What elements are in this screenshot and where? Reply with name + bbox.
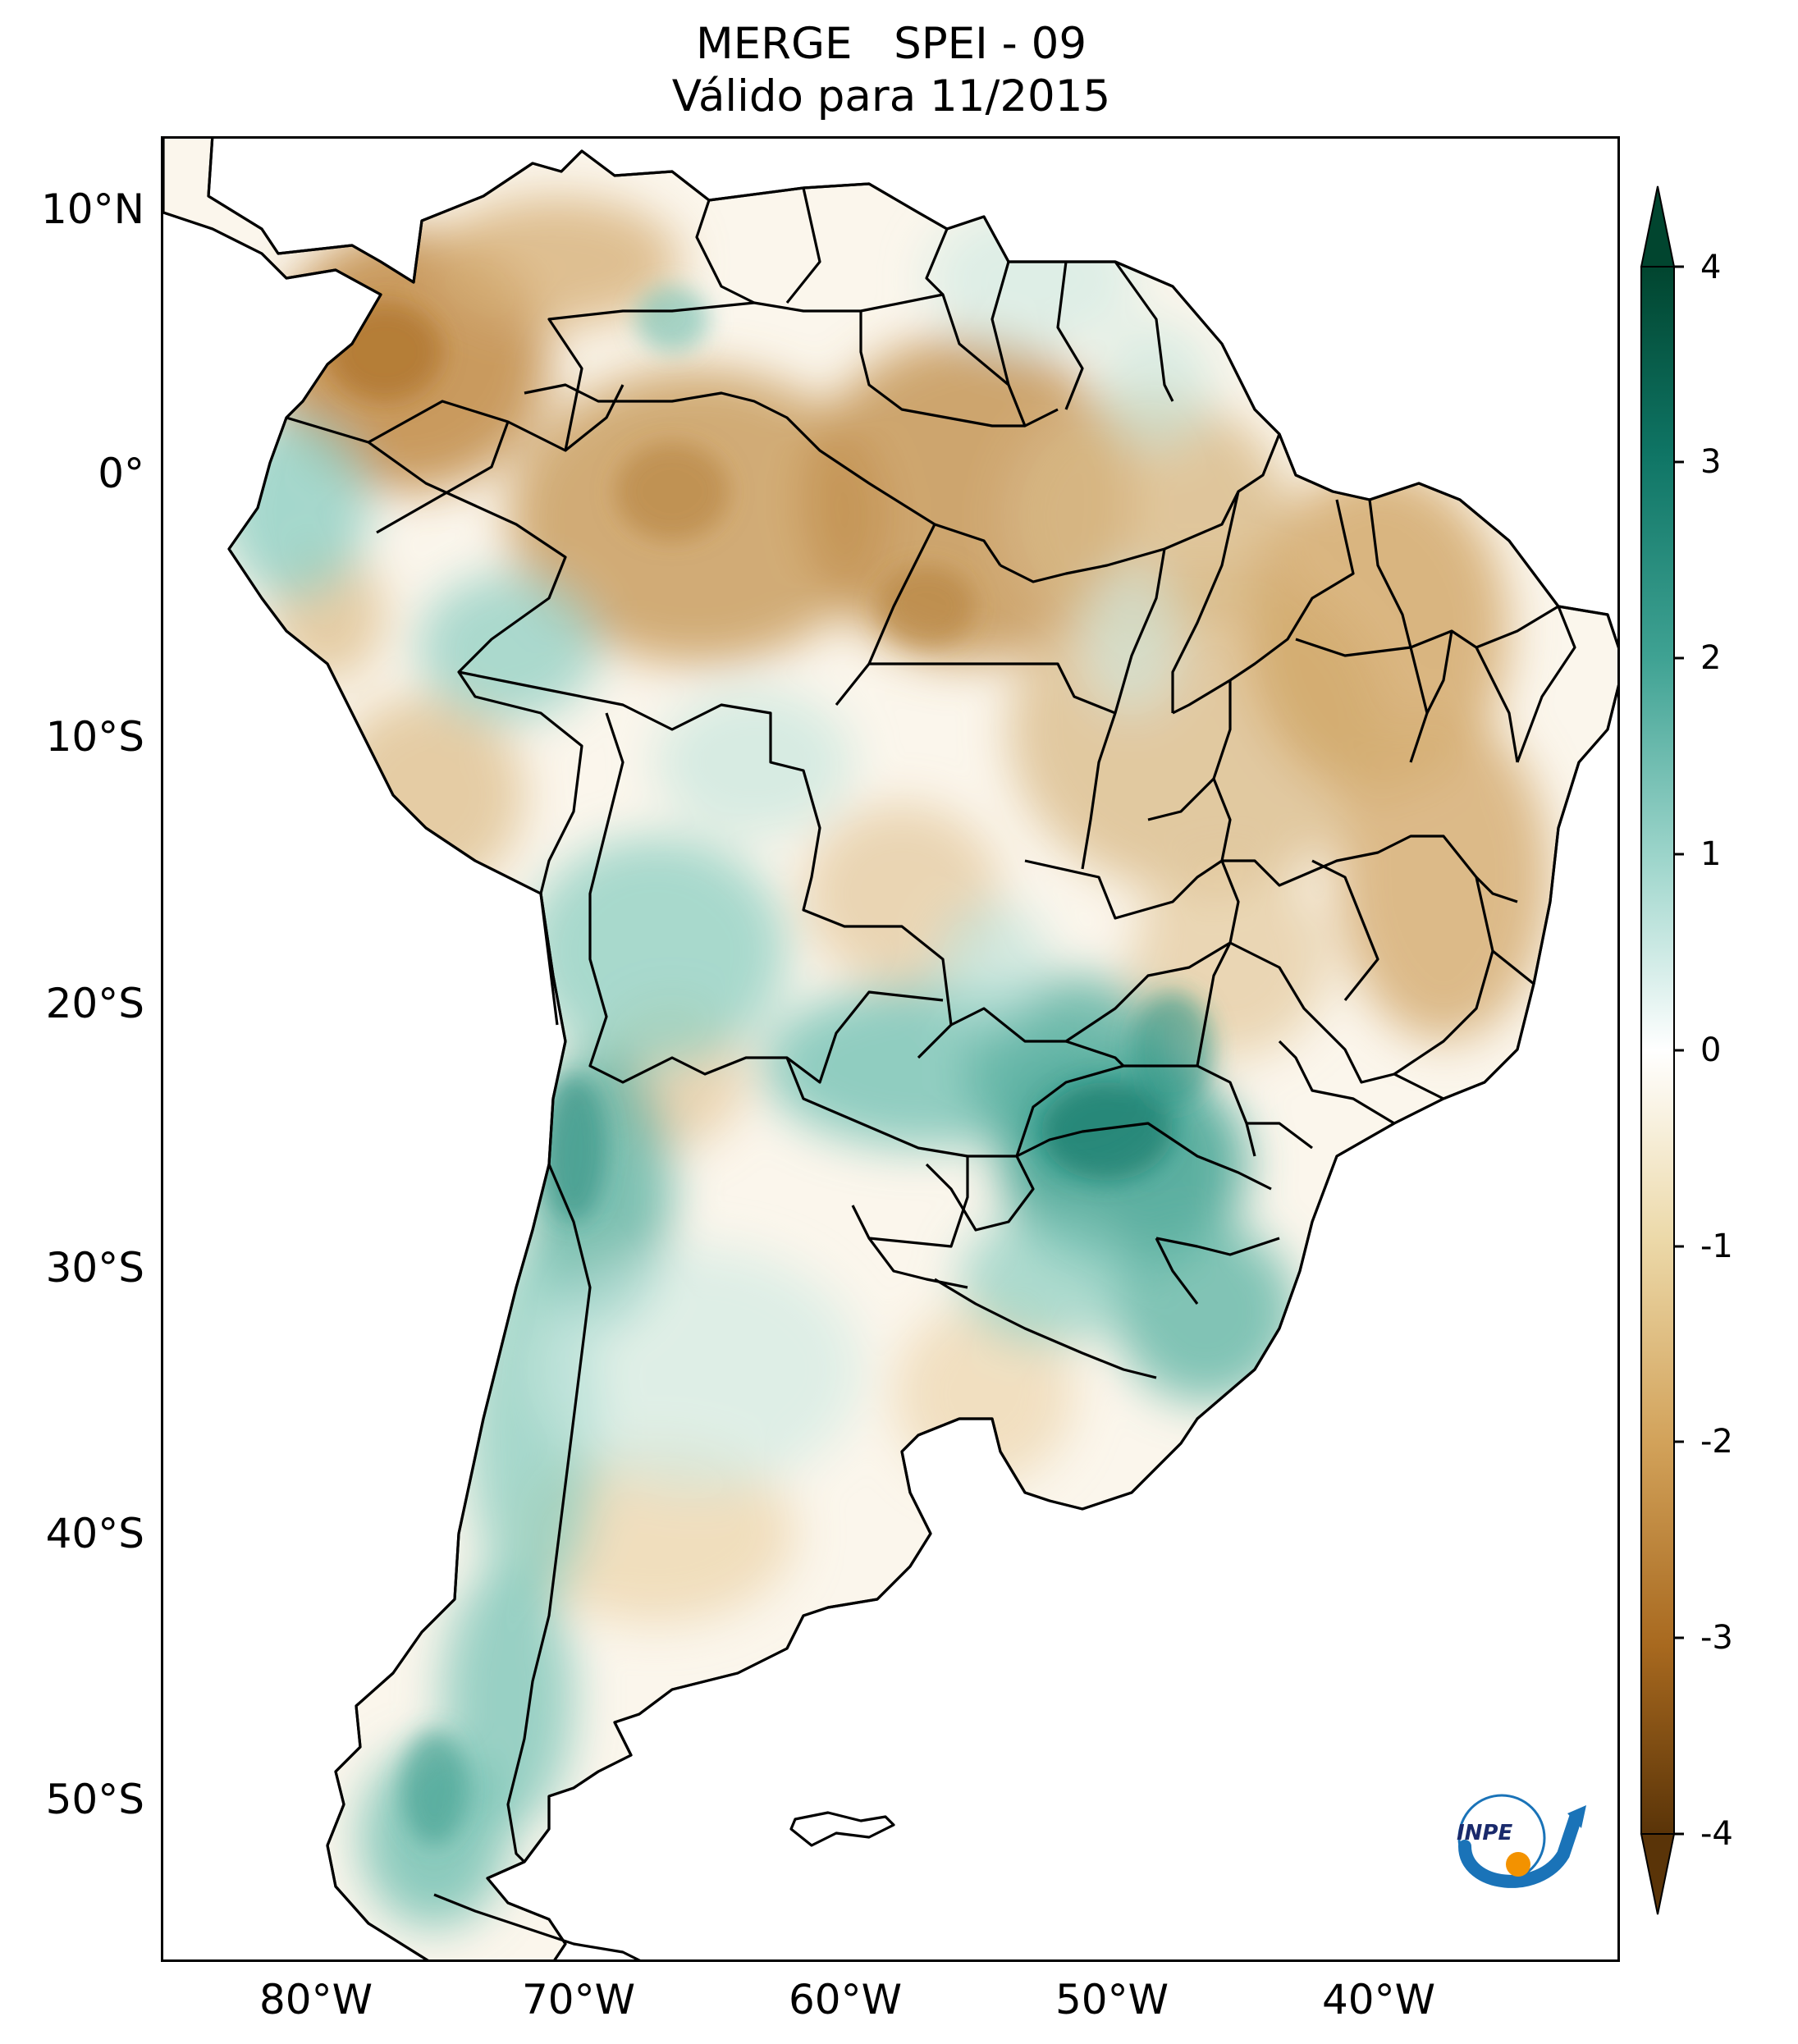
map-panel [161, 136, 1620, 1962]
map-title: MERGE SPEI - 09 Válido para 11/2015 [161, 18, 1622, 123]
logo-text: INPE [1457, 1821, 1512, 1845]
colorbar-tick-minus3: -3 [1700, 1619, 1733, 1657]
colorbar-tick-2: 2 [1700, 639, 1722, 677]
colorbar-tick-0: 0 [1700, 1031, 1722, 1069]
title-line-1: MERGE SPEI - 09 [695, 19, 1087, 69]
title-line-2: Válido para 11/2015 [671, 71, 1111, 121]
colorbar-tick-minus2: -2 [1700, 1423, 1733, 1461]
colorbar-tick-1: 1 [1700, 835, 1722, 873]
lon-label-80w: 80°W [258, 1976, 373, 2023]
colorbar [1640, 185, 1684, 1915]
spei-field [163, 139, 1617, 1959]
lat-label-10s: 10°S [45, 713, 144, 761]
lat-label-0: 0° [98, 450, 144, 497]
lat-label-10n: 10°N [40, 185, 144, 233]
lon-label-60w: 60°W [788, 1976, 903, 2023]
colorbar-tick-4: 4 [1700, 249, 1722, 286]
colorbar-tick-minus1: -1 [1700, 1228, 1733, 1265]
lat-label-20s: 20°S [45, 980, 144, 1027]
lat-label-50s: 50°S [45, 1776, 144, 1823]
lon-label-70w: 70°W [521, 1976, 636, 2023]
boundaries [163, 139, 1617, 1959]
lon-label-40w: 40°W [1321, 1976, 1436, 2023]
colorbar-tick-minus4: -4 [1700, 1815, 1733, 1853]
lat-label-30s: 30°S [45, 1244, 144, 1292]
lon-label-50w: 50°W [1055, 1976, 1169, 2023]
inpe-logo: INPE [1457, 1794, 1586, 1888]
colorbar-tick-3: 3 [1700, 443, 1722, 481]
spei-map [163, 139, 1617, 1959]
lat-label-40s: 40°S [45, 1510, 144, 1557]
